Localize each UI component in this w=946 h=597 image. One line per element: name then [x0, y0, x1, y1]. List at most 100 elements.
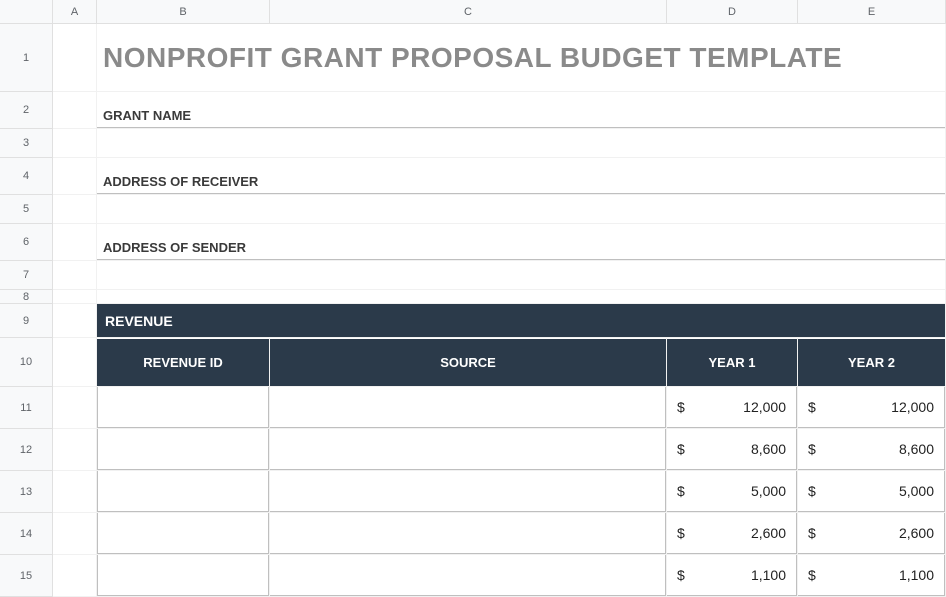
- td-year1: $8,600: [667, 429, 797, 470]
- td-year1: $12,000: [667, 387, 797, 428]
- cell-A14[interactable]: [53, 513, 97, 555]
- table-row[interactable]: $5,000: [667, 471, 798, 513]
- th-revenue-id[interactable]: REVENUE ID: [97, 338, 270, 387]
- td-year1-value: 12,000: [743, 399, 786, 415]
- row-head-3[interactable]: 3: [0, 129, 53, 158]
- col-head-B[interactable]: B: [97, 0, 270, 24]
- row-head-7[interactable]: 7: [0, 261, 53, 290]
- row-head-14[interactable]: 14: [0, 513, 53, 555]
- revenue-section-header[interactable]: REVENUE: [97, 304, 946, 338]
- cell-A5[interactable]: [53, 195, 97, 224]
- currency-symbol: $: [808, 399, 816, 415]
- row-head-5[interactable]: 5: [0, 195, 53, 224]
- td-year1-value: 8,600: [751, 441, 786, 457]
- row-head-2[interactable]: 2: [0, 92, 53, 129]
- revenue-section-label: REVENUE: [97, 304, 945, 337]
- th-year1[interactable]: YEAR 1: [667, 338, 798, 387]
- cell-A4[interactable]: [53, 158, 97, 195]
- cell-A1[interactable]: [53, 24, 97, 92]
- currency-symbol: $: [808, 567, 816, 583]
- table-row[interactable]: $12,000: [798, 387, 946, 429]
- row-head-4[interactable]: 4: [0, 158, 53, 195]
- td-year2-value: 1,100: [899, 567, 934, 583]
- cell-A7[interactable]: [53, 261, 97, 290]
- table-row[interactable]: $1,100: [798, 555, 946, 597]
- address-sender-label-row[interactable]: ADDRESS OF SENDER: [97, 224, 946, 261]
- title-text: NONPROFIT GRANT PROPOSAL BUDGET TEMPLATE: [97, 24, 945, 91]
- address-sender-value[interactable]: [97, 261, 946, 290]
- th-year1-label: YEAR 1: [667, 338, 797, 386]
- td-id: [97, 429, 269, 470]
- address-sender-label: ADDRESS OF SENDER: [97, 224, 945, 260]
- table-row[interactable]: [97, 513, 270, 555]
- address-receiver-value[interactable]: [97, 195, 946, 224]
- table-row[interactable]: [97, 471, 270, 513]
- currency-symbol: $: [808, 525, 816, 541]
- row-head-13[interactable]: 13: [0, 471, 53, 513]
- table-row[interactable]: $8,600: [667, 429, 798, 471]
- currency-symbol: $: [677, 567, 685, 583]
- th-revenue-id-label: REVENUE ID: [97, 338, 269, 386]
- td-year2: $2,600: [798, 513, 945, 554]
- td-year1: $2,600: [667, 513, 797, 554]
- table-row[interactable]: [97, 429, 270, 471]
- table-row[interactable]: [270, 555, 667, 597]
- row-head-1[interactable]: 1: [0, 24, 53, 92]
- col-head-A[interactable]: A: [53, 0, 97, 24]
- select-all-corner[interactable]: [0, 0, 53, 24]
- td-id: [97, 555, 269, 596]
- cell-A2[interactable]: [53, 92, 97, 129]
- address-receiver-label-row[interactable]: ADDRESS OF RECEIVER: [97, 158, 946, 195]
- table-row[interactable]: $1,100: [667, 555, 798, 597]
- cell-A10[interactable]: [53, 338, 97, 387]
- table-row[interactable]: $12,000: [667, 387, 798, 429]
- cell-A6[interactable]: [53, 224, 97, 261]
- cell-A3[interactable]: [53, 129, 97, 158]
- table-row[interactable]: [270, 429, 667, 471]
- spreadsheet-grid[interactable]: A B C D E 1 NONPROFIT GRANT PROPOSAL BUD…: [0, 0, 946, 597]
- row-head-8[interactable]: 8: [0, 290, 53, 304]
- table-row[interactable]: [270, 387, 667, 429]
- grant-name-value[interactable]: [97, 129, 946, 158]
- td-year1: $1,100: [667, 555, 797, 596]
- currency-symbol: $: [808, 483, 816, 499]
- cell-A15[interactable]: [53, 555, 97, 597]
- page-title[interactable]: NONPROFIT GRANT PROPOSAL BUDGET TEMPLATE: [97, 24, 946, 92]
- table-row[interactable]: $5,000: [798, 471, 946, 513]
- row-head-15[interactable]: 15: [0, 555, 53, 597]
- th-source[interactable]: SOURCE: [270, 338, 667, 387]
- grant-name-label-row[interactable]: GRANT NAME: [97, 92, 946, 129]
- row-head-6[interactable]: 6: [0, 224, 53, 261]
- td-year2: $8,600: [798, 429, 945, 470]
- currency-symbol: $: [677, 441, 685, 457]
- col-head-C[interactable]: C: [270, 0, 667, 24]
- row-head-10[interactable]: 10: [0, 338, 53, 387]
- col-head-D[interactable]: D: [667, 0, 798, 24]
- table-row[interactable]: [270, 513, 667, 555]
- row-head-12[interactable]: 12: [0, 429, 53, 471]
- row-head-11[interactable]: 11: [0, 387, 53, 429]
- row-head-9[interactable]: 9: [0, 304, 53, 338]
- address-receiver-label: ADDRESS OF RECEIVER: [97, 158, 945, 194]
- cell-B8[interactable]: [97, 290, 946, 304]
- table-row[interactable]: $2,600: [667, 513, 798, 555]
- table-row[interactable]: [270, 471, 667, 513]
- table-row[interactable]: $8,600: [798, 429, 946, 471]
- cell-A11[interactable]: [53, 387, 97, 429]
- td-year2: $12,000: [798, 387, 945, 428]
- col-head-E[interactable]: E: [798, 0, 946, 24]
- td-year1-value: 5,000: [751, 483, 786, 499]
- cell-A13[interactable]: [53, 471, 97, 513]
- table-row[interactable]: [97, 555, 270, 597]
- cell-A8[interactable]: [53, 290, 97, 304]
- grant-name-label: GRANT NAME: [97, 92, 945, 128]
- table-row[interactable]: $2,600: [798, 513, 946, 555]
- td-year2-value: 12,000: [891, 399, 934, 415]
- cell-A12[interactable]: [53, 429, 97, 471]
- currency-symbol: $: [677, 483, 685, 499]
- td-source: [270, 513, 666, 554]
- table-row[interactable]: [97, 387, 270, 429]
- th-year2[interactable]: YEAR 2: [798, 338, 946, 387]
- td-source: [270, 387, 666, 428]
- cell-A9[interactable]: [53, 304, 97, 338]
